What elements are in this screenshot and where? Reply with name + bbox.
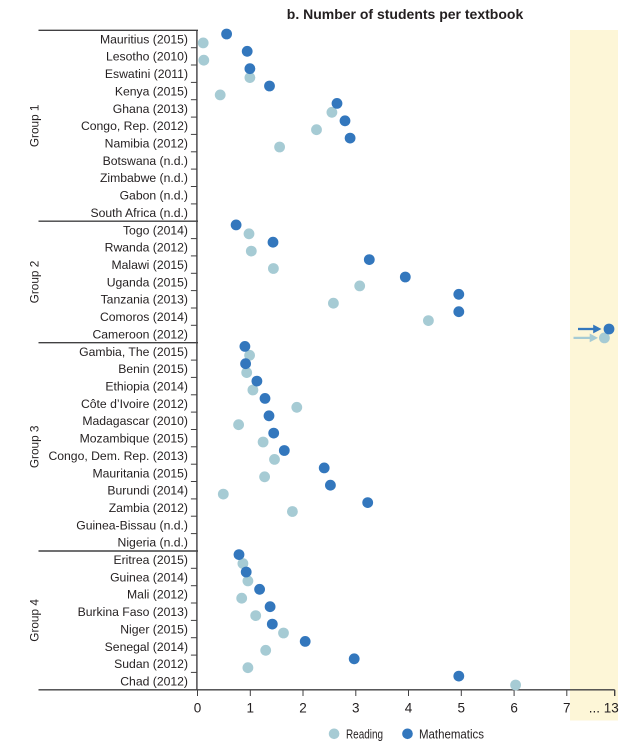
svg-text:Ethiopia (2014): Ethiopia (2014): [105, 380, 188, 394]
svg-text:Côte d’Ivoire (2012): Côte d’Ivoire (2012): [81, 397, 188, 411]
svg-text:4: 4: [405, 700, 413, 715]
svg-text:Mathematics: Mathematics: [419, 727, 484, 742]
svg-text:Group 4: Group 4: [28, 599, 42, 642]
svg-text:Ghana (2013): Ghana (2013): [113, 102, 188, 116]
svg-text:Malawi (2015): Malawi (2015): [111, 258, 188, 272]
svg-text:Gabon (n.d.): Gabon (n.d.): [120, 189, 188, 203]
svg-text:Botswana (n.d.): Botswana (n.d.): [103, 154, 188, 168]
svg-text:Eswatini (2011): Eswatini (2011): [105, 67, 188, 81]
svg-text:Nigeria (n.d.): Nigeria (n.d.): [118, 536, 188, 550]
svg-text:1: 1: [247, 700, 255, 715]
svg-text:Zambia (2012): Zambia (2012): [109, 501, 188, 515]
svg-text:Chad (2012): Chad (2012): [120, 675, 188, 689]
svg-text:Comoros (2014): Comoros (2014): [100, 310, 188, 324]
svg-text:Mozambique (2015): Mozambique (2015): [80, 432, 188, 446]
svg-text:Tanzania (2013): Tanzania (2013): [101, 293, 188, 307]
svg-text:Namibia (2012): Namibia (2012): [105, 137, 188, 151]
svg-text:Burundi (2014): Burundi (2014): [107, 484, 188, 498]
svg-text:Group 3: Group 3: [28, 425, 42, 468]
svg-text:Cameroon (2012): Cameroon (2012): [92, 327, 188, 341]
svg-text:Guinea (2014): Guinea (2014): [110, 570, 188, 584]
svg-text:Togo (2014): Togo (2014): [123, 223, 188, 237]
svg-text:Zimbabwe (n.d.): Zimbabwe (n.d.): [100, 171, 188, 185]
svg-text:Benin (2015): Benin (2015): [118, 362, 188, 376]
svg-text:Group 1: Group 1: [28, 104, 42, 147]
svg-text:Congo, Rep. (2012): Congo, Rep. (2012): [81, 119, 188, 133]
svg-text:Lesotho (2010): Lesotho (2010): [106, 50, 188, 64]
svg-text:Group 2: Group 2: [28, 261, 42, 304]
svg-text:b. Number of students per text: b. Number of students per textbook: [287, 6, 524, 22]
svg-text:7: 7: [563, 700, 571, 715]
svg-text:0: 0: [194, 700, 202, 715]
svg-text:Reading: Reading: [346, 727, 383, 742]
svg-text:Mauritius (2015): Mauritius (2015): [100, 32, 188, 46]
svg-text:Mauritania (2015): Mauritania (2015): [92, 466, 188, 480]
svg-text:Congo, Dem. Rep. (2013): Congo, Dem. Rep. (2013): [48, 449, 188, 463]
svg-text:Mali (2012): Mali (2012): [127, 588, 188, 602]
svg-text:Uganda (2015): Uganda (2015): [107, 275, 188, 289]
svg-text:6: 6: [510, 700, 518, 715]
svg-text:Sudan (2012): Sudan (2012): [114, 657, 188, 671]
svg-text:5: 5: [458, 700, 466, 715]
svg-text:Eritrea (2015): Eritrea (2015): [113, 553, 188, 567]
svg-text:Niger (2015): Niger (2015): [120, 623, 188, 637]
svg-text:Burkina Faso (2013): Burkina Faso (2013): [78, 605, 188, 619]
svg-text:Guinea-Bissau (n.d.): Guinea-Bissau (n.d.): [76, 518, 188, 532]
svg-text:Rwanda (2012): Rwanda (2012): [105, 241, 188, 255]
svg-text:2: 2: [299, 700, 307, 715]
svg-text:Senegal (2014): Senegal (2014): [105, 640, 188, 654]
svg-text:3: 3: [352, 700, 360, 715]
svg-text:Madagascar (2010): Madagascar (2010): [82, 414, 188, 428]
svg-text:Gambia, The (2015): Gambia, The (2015): [79, 345, 188, 359]
svg-text:Kenya (2015): Kenya (2015): [115, 84, 188, 98]
svg-text:South Africa (n.d.): South Africa (n.d.): [90, 206, 188, 220]
svg-text:... 13: ... 13: [589, 700, 619, 715]
